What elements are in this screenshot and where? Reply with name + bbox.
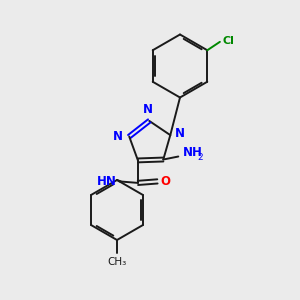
Text: N: N bbox=[113, 130, 123, 143]
Text: 2: 2 bbox=[197, 153, 203, 162]
Text: N: N bbox=[143, 103, 153, 116]
Text: CH₃: CH₃ bbox=[107, 257, 127, 267]
Text: NH: NH bbox=[183, 146, 203, 159]
Text: HN: HN bbox=[96, 175, 116, 188]
Text: N: N bbox=[175, 127, 185, 140]
Text: Cl: Cl bbox=[222, 36, 234, 46]
Text: O: O bbox=[160, 175, 170, 188]
